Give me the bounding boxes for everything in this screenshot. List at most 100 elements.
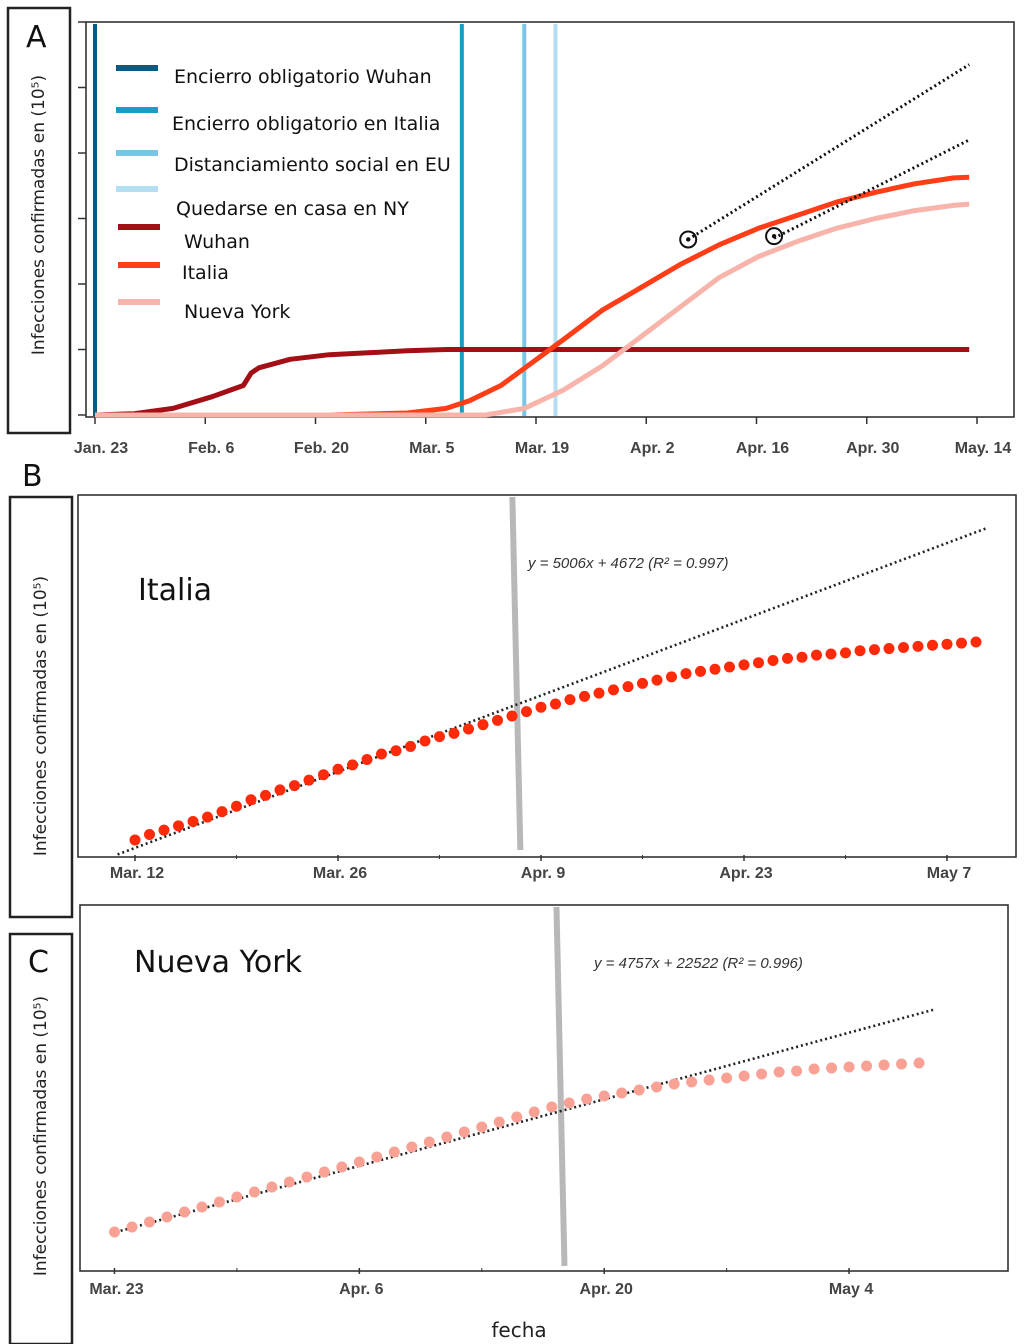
x-tick-label: Mar. 19: [515, 440, 569, 457]
legend-swatch: [118, 224, 160, 230]
data-point: [274, 784, 286, 796]
data-point: [213, 1196, 225, 1208]
x-tick-label: Mar. 12: [110, 865, 164, 882]
data-point: [126, 1221, 138, 1233]
data-point: [347, 759, 358, 771]
data-point: [796, 651, 808, 663]
fit-line: [773, 138, 970, 240]
data-point: [709, 663, 721, 675]
legend-label: Italia: [182, 262, 229, 284]
data-point: [419, 735, 431, 747]
data-point: [843, 1061, 855, 1073]
data-point: [616, 1087, 628, 1099]
data-point: [143, 1216, 155, 1228]
panel-c-plot-area: [79, 904, 1009, 1272]
data-point: [376, 748, 387, 760]
data-point: [581, 1093, 593, 1105]
data-point: [318, 769, 329, 781]
legend-item-nueva-york: Nueva York: [118, 299, 290, 323]
legend-swatch: [116, 107, 158, 113]
panel-b-points: [129, 636, 982, 846]
data-point: [406, 1141, 418, 1153]
x-tick-label: May. 14: [955, 440, 1012, 457]
data-point: [753, 657, 764, 669]
data-point: [686, 1076, 698, 1088]
data-point: [811, 649, 822, 661]
fit-start-marker: [679, 230, 698, 249]
data-point: [216, 806, 228, 818]
panel-c-x-ticks: Mar. 23 Apr. 6 Apr. 20 May 4: [89, 1268, 873, 1298]
data-point: [332, 763, 344, 775]
data-point: [231, 1191, 243, 1203]
data-point: [970, 636, 982, 648]
panel-a-frame: [6, 6, 72, 435]
data-point: [144, 829, 155, 841]
data-point: [608, 684, 619, 696]
data-point: [721, 1072, 733, 1084]
data-point: [826, 1062, 838, 1074]
x-tick-label: Apr. 20: [580, 1281, 633, 1298]
data-point: [248, 1186, 260, 1198]
x-tick-label: Apr. 16: [736, 440, 789, 457]
data-point: [651, 674, 663, 686]
data-point: [666, 671, 677, 683]
data-point: [390, 745, 402, 757]
panel-b-ylabel: Infecciones confirmadas en (10⁵): [31, 576, 51, 856]
data-point: [476, 1121, 488, 1133]
data-point: [563, 1097, 575, 1109]
data-point: [695, 665, 706, 677]
data-point: [808, 1063, 820, 1075]
data-point: [756, 1068, 768, 1080]
fit-start-marker-dot: [686, 237, 691, 242]
panel-b-intervention-line: [509, 496, 524, 851]
intervention-line: [553, 906, 568, 1267]
legend-swatch: [118, 262, 160, 268]
x-tick-label: Apr. 2: [630, 440, 675, 457]
data-point: [458, 1126, 470, 1138]
panel-b-frame: [8, 495, 74, 919]
legend-label: Nueva York: [184, 301, 290, 323]
data-point: [912, 640, 924, 652]
data-point: [791, 1065, 803, 1077]
panel-a-series: [94, 174, 970, 418]
data-point: [913, 1057, 925, 1069]
panel-a-y-ticks: [78, 21, 86, 416]
legend-item-us-distancing: Distanciamiento social en EU: [116, 150, 451, 176]
data-point: [303, 774, 315, 786]
fit-start-marker-dot: [771, 233, 777, 239]
data-point: [854, 645, 866, 657]
data-point: [550, 698, 561, 710]
legend-item-italia: Italia: [118, 262, 229, 284]
series-line: [95, 201, 970, 418]
data-point: [883, 643, 895, 655]
data-point: [318, 1166, 330, 1178]
legend-swatch: [118, 299, 160, 305]
data-point: [196, 1201, 208, 1213]
x-tick-label: May 4: [829, 1281, 874, 1298]
data-point: [187, 815, 199, 827]
series-line: [95, 174, 970, 418]
data-point: [878, 1059, 890, 1071]
panel-b-x-ticks: Mar. 12 Mar. 26 Apr. 9 Apr. 23 May 7: [110, 855, 971, 882]
data-point: [651, 1081, 663, 1093]
panel-c-xlabel: fecha: [491, 1318, 546, 1342]
data-point: [956, 637, 967, 649]
data-point: [724, 661, 735, 673]
data-point: [405, 740, 416, 752]
data-point: [492, 714, 503, 726]
data-point: [579, 690, 590, 702]
data-point: [301, 1171, 313, 1183]
intervention-line: [509, 496, 524, 851]
data-point: [546, 1101, 558, 1113]
x-tick-label: Mar. 23: [89, 1281, 143, 1298]
panel-a: A Infecciones confirmadas en (10⁵) Jan. …: [6, 6, 1015, 457]
data-point: [361, 753, 373, 765]
data-point: [388, 1146, 400, 1158]
data-point: [423, 1136, 435, 1148]
data-point: [283, 1176, 295, 1188]
data-point: [703, 1074, 715, 1086]
data-point: [593, 687, 605, 699]
panel-a-x-ticks: Jan. 23 Feb. 6 Feb. 20 Mar. 5 Mar. 19 Apr. 2 A…: [74, 417, 1012, 457]
data-point: [158, 824, 170, 836]
